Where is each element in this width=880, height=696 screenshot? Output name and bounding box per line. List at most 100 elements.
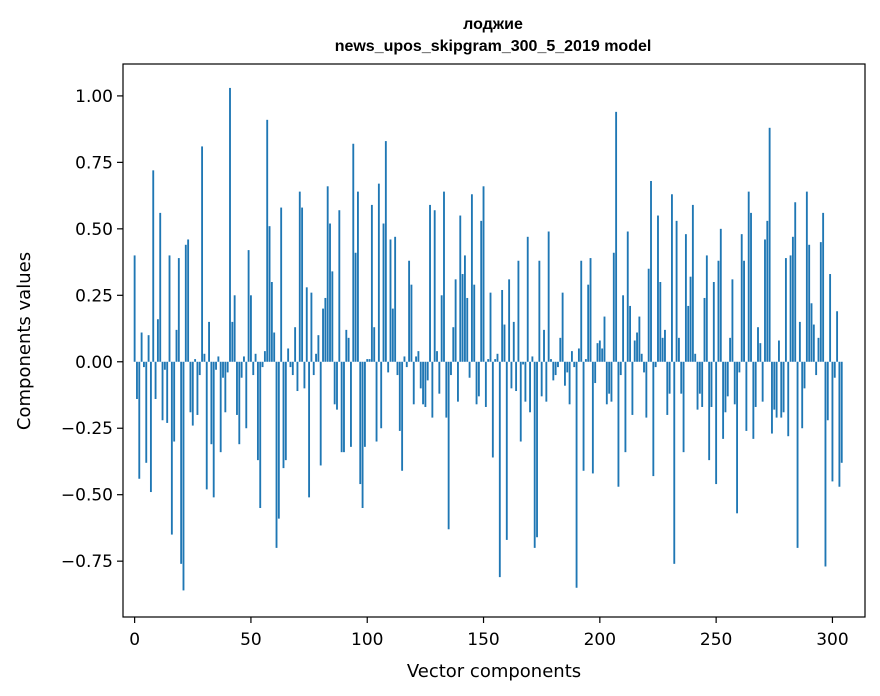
bar bbox=[631, 361, 634, 415]
bar bbox=[705, 255, 708, 362]
bar bbox=[161, 361, 164, 421]
bar bbox=[722, 361, 725, 439]
bar bbox=[440, 295, 443, 362]
bar bbox=[222, 361, 224, 378]
bar bbox=[329, 223, 331, 362]
bar bbox=[459, 215, 462, 362]
bar bbox=[796, 361, 799, 548]
bar bbox=[815, 361, 818, 376]
bar bbox=[429, 204, 431, 362]
bar bbox=[324, 297, 327, 362]
bar bbox=[331, 271, 334, 362]
y-tick-label: −0.50 bbox=[61, 486, 113, 506]
bar bbox=[219, 361, 222, 453]
x-tick-label: 250 bbox=[700, 630, 732, 650]
bar bbox=[252, 361, 255, 376]
bar bbox=[673, 361, 676, 564]
bar bbox=[508, 279, 511, 362]
bar bbox=[768, 127, 771, 362]
bar bbox=[143, 361, 145, 368]
bar bbox=[408, 260, 411, 362]
bar bbox=[512, 321, 515, 362]
y-tick-label: 1.00 bbox=[75, 87, 113, 107]
bar bbox=[382, 223, 385, 362]
bar bbox=[231, 321, 234, 362]
bar bbox=[147, 335, 150, 362]
bar bbox=[582, 361, 585, 471]
bar bbox=[617, 361, 620, 487]
bar bbox=[152, 170, 155, 362]
bar bbox=[636, 332, 638, 362]
bar bbox=[291, 361, 294, 376]
bar bbox=[675, 220, 678, 362]
bar bbox=[254, 353, 257, 362]
bar bbox=[433, 210, 436, 362]
bar bbox=[724, 361, 727, 413]
bar bbox=[426, 361, 429, 381]
bar bbox=[401, 361, 404, 471]
bar bbox=[415, 356, 418, 362]
bar bbox=[791, 236, 794, 362]
bar bbox=[570, 351, 573, 362]
bar bbox=[296, 361, 299, 392]
bar bbox=[745, 361, 748, 431]
bar bbox=[505, 361, 508, 540]
bar bbox=[496, 353, 499, 362]
y-tick-label: 0.50 bbox=[75, 220, 113, 240]
bar bbox=[377, 183, 380, 362]
bar bbox=[501, 289, 504, 362]
bar bbox=[624, 361, 627, 453]
bar bbox=[273, 332, 276, 362]
y-tick-label: −0.25 bbox=[61, 419, 113, 439]
bar bbox=[354, 252, 357, 362]
bar bbox=[805, 191, 808, 362]
bar bbox=[359, 361, 362, 485]
bar bbox=[140, 332, 143, 362]
y-tick-label: 0.00 bbox=[75, 353, 113, 373]
bar bbox=[282, 361, 285, 469]
bar bbox=[657, 215, 659, 362]
x-tick-label: 300 bbox=[816, 630, 848, 650]
bar bbox=[580, 260, 583, 362]
bar bbox=[336, 361, 338, 410]
x-tick-label: 150 bbox=[467, 630, 499, 650]
bar bbox=[831, 361, 834, 482]
bar bbox=[215, 361, 217, 370]
bar bbox=[229, 87, 231, 362]
bar bbox=[564, 361, 566, 386]
bar bbox=[370, 204, 373, 362]
bar bbox=[647, 268, 650, 362]
chart-subtitle: news_upos_skipgram_300_5_2019 model bbox=[335, 38, 652, 55]
bar bbox=[277, 361, 280, 519]
bar bbox=[226, 361, 229, 373]
bar bbox=[545, 361, 548, 402]
bar bbox=[633, 340, 636, 362]
bar bbox=[659, 282, 662, 362]
bar bbox=[466, 297, 469, 362]
bar bbox=[484, 361, 487, 407]
bar bbox=[787, 361, 790, 437]
bar bbox=[294, 327, 297, 362]
bar bbox=[643, 361, 645, 373]
bar bbox=[740, 234, 743, 362]
bar bbox=[808, 244, 811, 362]
bar bbox=[689, 276, 692, 362]
bar bbox=[557, 361, 559, 368]
bar bbox=[191, 361, 194, 426]
bar bbox=[352, 143, 355, 362]
bar bbox=[519, 361, 522, 442]
bar bbox=[812, 324, 815, 362]
bar bbox=[554, 361, 557, 376]
bar bbox=[587, 284, 590, 362]
bar-series bbox=[133, 87, 843, 591]
bar bbox=[668, 361, 671, 394]
bar bbox=[156, 319, 159, 362]
bar bbox=[640, 353, 643, 362]
bar bbox=[615, 111, 618, 362]
bar bbox=[671, 194, 673, 362]
bar bbox=[315, 353, 317, 362]
bar bbox=[577, 348, 580, 362]
bar bbox=[338, 210, 341, 362]
bar bbox=[457, 361, 459, 402]
bar bbox=[503, 324, 506, 362]
